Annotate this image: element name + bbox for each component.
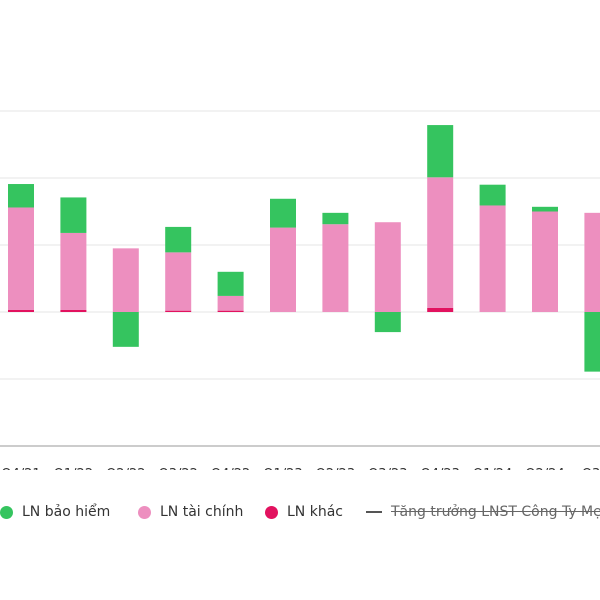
- bar-segment[interactable]: [322, 212, 349, 225]
- bar-segment[interactable]: [584, 212, 600, 312]
- x-tick-label: Q2/24: [525, 467, 564, 470]
- legend-swatch-ln-bao-hiem: [0, 505, 13, 519]
- x-tick-label: Q4/21: [1, 467, 40, 470]
- legend-item-ln-bao-hiem[interactable]: LN bảo hiểm: [0, 504, 110, 520]
- x-tick-label: Q3/22: [158, 467, 197, 470]
- x-axis: Q4/21 Q1/22 Q2/22 Q3/22 Q4/22 Q1/23 Q2/23 Q3/23…: [0, 445, 600, 470]
- legend-item-tang-truong[interactable]: Tăng trưởng LNST Công Ty Mẹ: [366, 504, 600, 520]
- legend-swatch-ln-tai-chinh: [138, 505, 151, 519]
- bar-segment[interactable]: [217, 295, 244, 311]
- gridlines: [0, 110, 600, 447]
- legend-label: Tăng trưởng LNST Công Ty Mẹ: [391, 504, 600, 520]
- x-tick-label: Q4/23: [420, 467, 459, 470]
- bar-segment[interactable]: [427, 177, 454, 308]
- bar-segment[interactable]: [112, 312, 139, 347]
- x-tick-label: Q2/23: [316, 467, 355, 470]
- bar-segment[interactable]: [427, 307, 454, 312]
- x-tick-label: Q2/22: [106, 467, 145, 470]
- bar-segment[interactable]: [112, 248, 139, 312]
- legend-label: LN bảo hiểm: [22, 504, 111, 520]
- bar-segment[interactable]: [479, 184, 506, 206]
- chart-area: Q4/21 Q1/22 Q2/22 Q3/22 Q4/22 Q1/23 Q2/23 Q3/23…: [0, 110, 600, 470]
- x-tick-label: Q1/24: [473, 467, 512, 470]
- bar-segment[interactable]: [532, 211, 558, 313]
- x-tick-label: Q3/2: [582, 467, 600, 470]
- bar-segment[interactable]: [374, 312, 401, 333]
- legend: LN bảo hiểm LN tài chính LN khác Tăng tr…: [0, 500, 600, 530]
- bar-segment[interactable]: [374, 222, 401, 312]
- x-tick-label: Q1/23: [263, 467, 302, 470]
- legend-swatch-line: [366, 511, 382, 513]
- legend-label: LN tài chính: [160, 504, 244, 520]
- bar-segment[interactable]: [8, 309, 34, 312]
- bar-segment[interactable]: [60, 309, 87, 312]
- x-tick-label: Q1/22: [54, 467, 93, 470]
- legend-swatch-ln-khac: [265, 505, 278, 519]
- bar-segment[interactable]: [322, 224, 349, 312]
- bar-segment[interactable]: [165, 310, 192, 312]
- bar-segment[interactable]: [270, 198, 296, 228]
- legend-item-ln-khac[interactable]: LN khác: [265, 504, 343, 520]
- bar-segment[interactable]: [532, 206, 558, 212]
- bar-stacks: [8, 125, 600, 372]
- bar-segment[interactable]: [165, 252, 192, 311]
- bar-segment[interactable]: [427, 125, 454, 178]
- bar-segment[interactable]: [217, 271, 244, 296]
- legend-item-ln-tai-chinh[interactable]: LN tài chính: [138, 504, 243, 520]
- bar-segment[interactable]: [479, 205, 506, 312]
- x-tick-label: Q3/23: [368, 467, 407, 470]
- bar-segment[interactable]: [165, 226, 192, 253]
- legend-label: LN khác: [287, 504, 343, 520]
- bar-segment[interactable]: [60, 197, 87, 233]
- bar-segment[interactable]: [60, 232, 87, 310]
- x-tick-label: Q4/22: [211, 467, 250, 470]
- bar-segment[interactable]: [584, 312, 600, 372]
- bar-segment[interactable]: [8, 184, 34, 208]
- bar-segment[interactable]: [217, 310, 244, 312]
- bar-segment[interactable]: [270, 227, 296, 312]
- bar-segment[interactable]: [8, 207, 34, 310]
